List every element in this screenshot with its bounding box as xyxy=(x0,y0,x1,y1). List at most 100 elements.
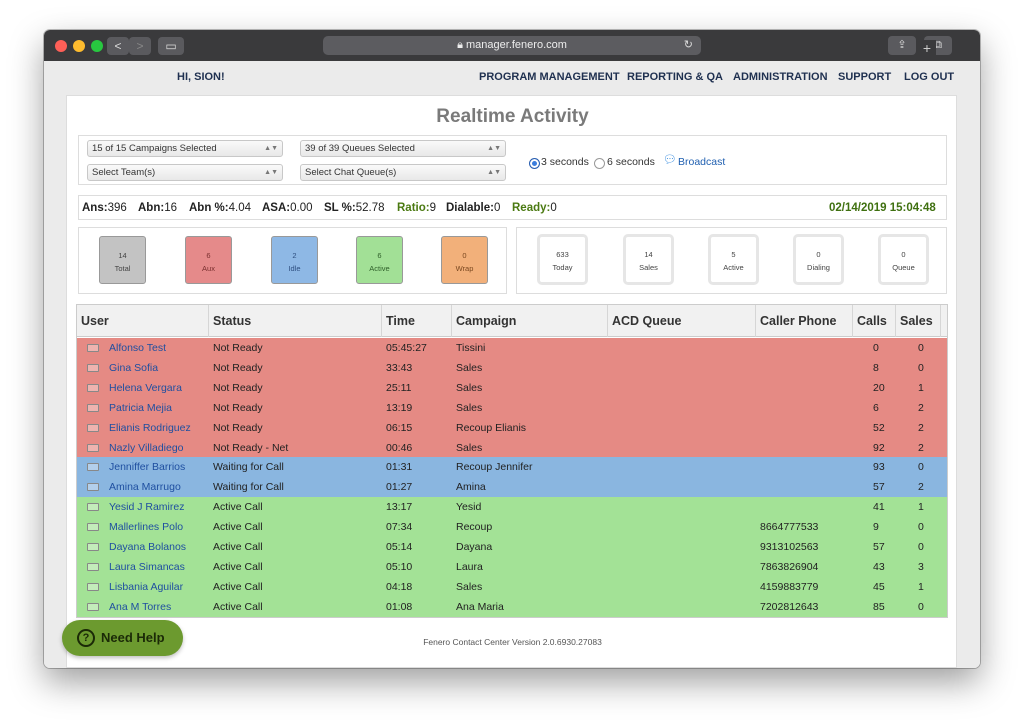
nav-log-out[interactable]: LOG OUT xyxy=(904,71,955,83)
tile-idle[interactable]: 2 Idle xyxy=(271,236,318,284)
zoom-window-button[interactable] xyxy=(91,40,103,52)
refresh-3-seconds-radio[interactable] xyxy=(529,158,540,169)
table-row[interactable]: Patricia Mejia Not Ready 13:19 Sales 6 2 xyxy=(77,397,947,418)
cell-user[interactable]: Alfonso Test xyxy=(109,342,167,354)
cell-user[interactable]: Jenniffer Barrios xyxy=(109,461,186,474)
cell-user[interactable]: Amina Marrugo xyxy=(109,481,181,494)
table-row[interactable]: Alfonso Test Not Ready 05:45:27 Tissini 0 0 xyxy=(77,338,947,358)
cell-status: Active Call xyxy=(213,541,263,553)
cell-time: 04:18 xyxy=(386,580,413,593)
agent-monitor-icon[interactable] xyxy=(87,503,99,512)
table-row[interactable]: Mallerlines Polo Active Call 07:34 Recoup 86… xyxy=(77,517,947,538)
column-header-status[interactable]: Status xyxy=(209,305,382,337)
address-bar[interactable]: 🔒︎ manager.fenero.com ↻ xyxy=(323,36,701,55)
agent-monitor-icon[interactable] xyxy=(87,582,99,591)
table-row[interactable]: Amina Marrugo Waiting for Call 01:27 Amina 5… xyxy=(77,477,947,498)
agent-monitor-icon[interactable] xyxy=(87,523,99,532)
cell-user[interactable]: Nazly Villadiego xyxy=(109,441,184,454)
table-row[interactable]: Laura Simancas Active Call 05:10 Laura 78638… xyxy=(77,556,947,577)
cell-user[interactable]: Lisbania Aguilar xyxy=(109,580,184,593)
table-row[interactable]: Dayana Bolanos Active Call 05:14 Dayana 9313… xyxy=(77,537,947,557)
cell-user[interactable]: Patricia Mejia xyxy=(109,401,173,414)
queues-select-value: 39 of 39 Queues Selected xyxy=(305,143,415,154)
cell-calls: 92 xyxy=(873,441,885,454)
agent-monitor-icon[interactable] xyxy=(87,403,99,412)
agent-monitor-icon[interactable] xyxy=(87,463,99,472)
nav-reporting-qa[interactable]: REPORTING & QA xyxy=(627,71,723,83)
agent-monitor-icon[interactable] xyxy=(87,543,99,551)
agent-monitor-icon[interactable] xyxy=(87,383,99,392)
tile-active[interactable]: 6 Active xyxy=(356,236,403,284)
nav-program-management[interactable]: PROGRAM MANAGEMENT xyxy=(479,71,620,83)
agent-monitor-icon[interactable] xyxy=(87,344,99,352)
cell-user[interactable]: Ana M Torres xyxy=(109,600,172,613)
cell-status: Not Ready - Net xyxy=(213,441,289,454)
campaigns-select-value: 15 of 15 Campaigns Selected xyxy=(92,143,217,154)
cell-status: Not Ready xyxy=(213,421,263,434)
table-row[interactable]: Yesid J Ramirez Active Call 13:17 Yesid 41 1 xyxy=(77,497,947,518)
cell-campaign: Sales xyxy=(456,441,483,454)
stat-sl-value: 52.78 xyxy=(355,202,385,214)
new-tab-button[interactable]: + xyxy=(918,40,936,58)
column-header-user[interactable]: User xyxy=(77,305,209,337)
cell-user[interactable]: Mallerlines Polo xyxy=(109,521,184,534)
cell-user[interactable]: Laura Simancas xyxy=(109,560,185,573)
nav-support[interactable]: SUPPORT xyxy=(838,71,892,83)
cell-user[interactable]: Dayana Bolanos xyxy=(109,541,187,553)
table-row[interactable]: Gina Sofia Not Ready 33:43 Sales 8 0 xyxy=(77,357,947,378)
reload-icon[interactable]: ↻ xyxy=(683,39,693,51)
agent-monitor-icon[interactable] xyxy=(87,602,99,611)
stat-dialable-value: 0 xyxy=(493,202,501,214)
table-row[interactable]: Elianis Rodriguez Not Ready 06:15 Recoup El… xyxy=(77,417,947,438)
cell-user[interactable]: Yesid J Ramirez xyxy=(109,501,185,514)
chat-queue-select[interactable]: Select Chat Queue(s) ▲▼ xyxy=(300,164,506,181)
tile-total-label: Total xyxy=(114,264,131,273)
refresh-6-seconds-radio[interactable] xyxy=(594,158,605,169)
cell-campaign: Sales xyxy=(456,361,483,374)
campaigns-select[interactable]: 15 of 15 Campaigns Selected ▲▼ xyxy=(87,140,283,157)
column-header-calls[interactable]: Calls xyxy=(853,305,896,337)
nav-administration[interactable]: ADMINISTRATION xyxy=(733,71,828,83)
team-select[interactable]: Select Team(s) ▲▼ xyxy=(87,164,283,181)
column-header-campaign[interactable]: Campaign xyxy=(452,305,608,337)
agent-monitor-icon[interactable] xyxy=(87,443,99,452)
agent-status-tiles: 14 Total 6 Aux 2 Idle 6 Active 0 Wrap xyxy=(78,227,507,294)
table-row[interactable]: Helena Vergara Not Ready 25:11 Sales 20 1 xyxy=(77,377,947,398)
agent-monitor-icon[interactable] xyxy=(87,562,99,571)
column-header-sales[interactable]: Sales xyxy=(896,305,941,337)
queues-select[interactable]: 39 of 39 Queues Selected ▲▼ xyxy=(300,140,506,157)
need-help-button[interactable]: ? Need Help xyxy=(62,620,183,656)
share-icon[interactable]: ⇪ xyxy=(888,36,916,55)
top-navigation: HI, SION! PROGRAM MANAGEMENT REPORTING &… xyxy=(44,61,980,95)
back-button[interactable]: < xyxy=(107,37,129,55)
cell-status: Active Call xyxy=(213,501,263,514)
filters-panel: 15 of 15 Campaigns Selected ▲▼ 39 of 39 Q… xyxy=(78,135,947,185)
agent-monitor-icon[interactable] xyxy=(87,363,99,372)
column-header-acd-queue[interactable]: ACD Queue xyxy=(608,305,756,337)
cell-user[interactable]: Gina Sofia xyxy=(109,361,159,374)
stat-ans: Ans:396 xyxy=(82,202,127,214)
table-row[interactable]: Nazly Villadiego Not Ready - Net 00:46 Sale… xyxy=(77,437,947,458)
table-row[interactable]: Ana M Torres Active Call 01:08 Ana Maria 720… xyxy=(77,596,947,617)
column-header-time[interactable]: Time xyxy=(382,305,452,337)
cell-user[interactable]: Helena Vergara xyxy=(109,381,182,394)
agent-monitor-icon[interactable] xyxy=(87,423,99,432)
cell-phone: 8664777533 xyxy=(760,521,819,534)
forward-button[interactable]: > xyxy=(129,37,151,55)
table-row[interactable]: Lisbania Aguilar Active Call 04:18 Sales 415… xyxy=(77,576,947,597)
tile-wrap[interactable]: 0 Wrap xyxy=(441,236,488,284)
minimize-window-button[interactable] xyxy=(73,40,85,52)
page-content: HI, SION! PROGRAM MANAGEMENT REPORTING &… xyxy=(44,61,980,668)
table-row[interactable]: Jenniffer Barrios Waiting for Call 01:31 Re… xyxy=(77,457,947,478)
column-header-caller-phone[interactable]: Caller Phone xyxy=(756,305,853,337)
cell-user[interactable]: Elianis Rodriguez xyxy=(109,421,191,434)
cell-sales: 0 xyxy=(918,342,924,354)
tile-active-calls: 5 Active xyxy=(708,234,759,285)
sidebar-icon[interactable]: ▭ xyxy=(158,37,184,55)
tile-aux[interactable]: 6 Aux xyxy=(185,236,232,284)
agent-monitor-icon[interactable] xyxy=(87,483,99,492)
tile-total[interactable]: 14 Total xyxy=(99,236,146,284)
broadcast-link[interactable]: Broadcast xyxy=(678,156,726,168)
close-window-button[interactable] xyxy=(55,40,67,52)
realtime-panel: Realtime Activity 15 of 15 Campaigns Sel… xyxy=(66,95,957,668)
